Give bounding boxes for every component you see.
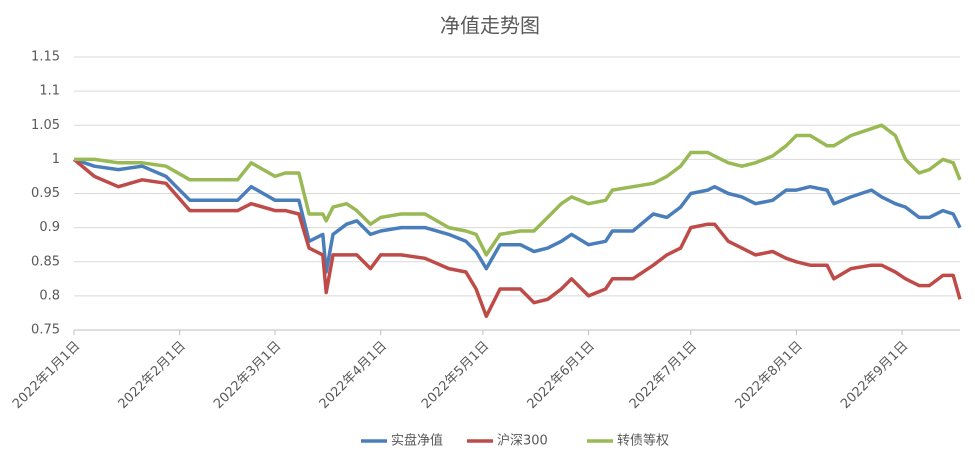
x-tick-label: 2022年3月1日: [211, 339, 284, 412]
y-tick-label: 1.05: [31, 118, 60, 133]
x-tick-label: 2022年4月1日: [317, 339, 390, 412]
y-tick-label: 0.95: [31, 186, 60, 201]
y-tick-label: 1.15: [31, 50, 60, 65]
x-tick-label: 2022年2月1日: [116, 339, 189, 412]
x-tick-label: 2022年5月1日: [419, 339, 492, 412]
legend-label: 实盘净值: [391, 433, 443, 449]
x-tick-label: 2022年9月1日: [838, 339, 911, 412]
x-tick-label: 2022年8月1日: [732, 339, 805, 412]
legend-label: 沪深300: [497, 433, 548, 449]
legend-label: 转债等权: [617, 433, 669, 449]
x-tick-label: 2022年7月1日: [627, 339, 700, 412]
series-line: [73, 157, 962, 274]
y-tick-label: 1: [52, 152, 60, 167]
series-line: [72, 158, 962, 319]
y-tick-label: 0.8: [39, 288, 60, 303]
y-tick-label: 0.85: [31, 254, 60, 269]
y-tick-label: 0.75: [31, 323, 60, 338]
y-tick-label: 1.1: [39, 84, 60, 99]
y-tick-label: 0.9: [39, 220, 60, 235]
series-line: [74, 123, 962, 257]
x-tick-label: 2022年1月1日: [10, 339, 83, 412]
x-tick-label: 2022年6月1日: [525, 339, 598, 412]
chart-title: 净值走势图: [440, 14, 540, 38]
